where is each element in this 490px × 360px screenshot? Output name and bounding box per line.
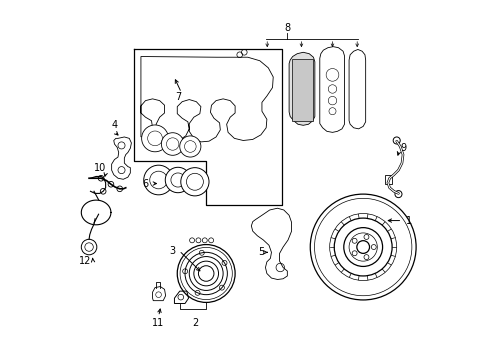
- Circle shape: [181, 168, 209, 196]
- Bar: [386, 175, 392, 184]
- Text: 9: 9: [401, 143, 407, 153]
- Polygon shape: [289, 52, 315, 125]
- Text: 7: 7: [175, 92, 181, 102]
- Circle shape: [117, 186, 122, 192]
- Text: 11: 11: [152, 318, 165, 328]
- Circle shape: [98, 175, 104, 181]
- Text: 5: 5: [258, 247, 264, 257]
- Text: 12: 12: [79, 256, 91, 266]
- Circle shape: [108, 181, 114, 187]
- Circle shape: [154, 78, 161, 85]
- Text: 2: 2: [193, 318, 199, 328]
- Text: 8: 8: [284, 23, 291, 33]
- Polygon shape: [251, 208, 292, 279]
- Circle shape: [161, 133, 184, 155]
- Polygon shape: [112, 137, 131, 179]
- Circle shape: [142, 125, 169, 152]
- Circle shape: [395, 190, 402, 198]
- Text: 1: 1: [406, 216, 412, 226]
- Circle shape: [81, 239, 97, 255]
- Circle shape: [100, 189, 106, 194]
- Polygon shape: [320, 47, 344, 132]
- Polygon shape: [141, 57, 273, 142]
- Polygon shape: [152, 287, 166, 301]
- Text: 4: 4: [111, 120, 118, 130]
- Text: 10: 10: [94, 163, 106, 173]
- Circle shape: [165, 167, 191, 193]
- Text: 3: 3: [170, 246, 176, 256]
- Text: 6: 6: [143, 179, 148, 189]
- Circle shape: [393, 137, 400, 144]
- Circle shape: [144, 165, 173, 195]
- Bar: [292, 59, 313, 121]
- Polygon shape: [349, 49, 366, 129]
- Circle shape: [180, 136, 201, 157]
